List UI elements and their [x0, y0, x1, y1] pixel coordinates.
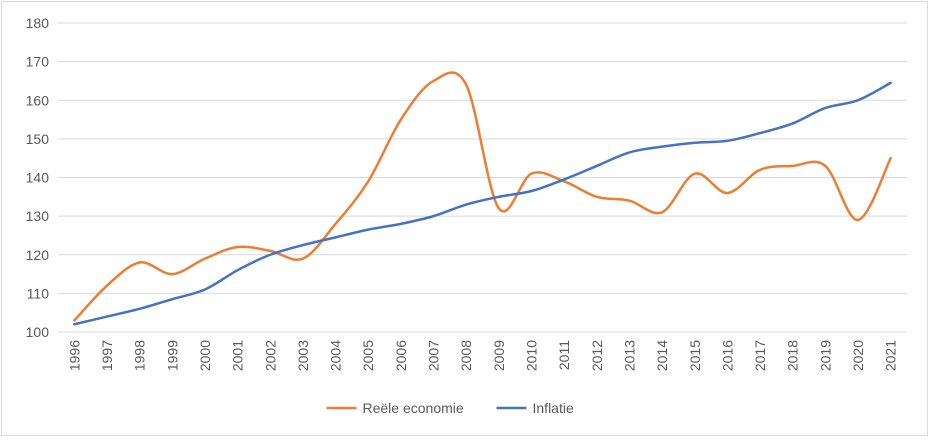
x-tick-label: 2009: [491, 340, 507, 371]
x-tick-label: 2007: [426, 340, 442, 371]
x-tick-label: 2015: [687, 340, 703, 371]
y-tick-label: 130: [26, 208, 50, 224]
x-tick-label: 2001: [230, 340, 246, 371]
x-tick-label: 2008: [458, 340, 474, 371]
x-tick-label: 2000: [197, 340, 213, 371]
y-tick-label: 120: [26, 247, 50, 263]
x-tick-label: 2002: [262, 340, 278, 371]
series-line-0: [73, 71, 892, 322]
x-tick-label: 2013: [621, 340, 637, 371]
y-tick-label: 140: [26, 170, 50, 186]
series-lines: [73, 71, 892, 326]
legend-label-0: Reële economie: [363, 400, 464, 416]
legend-label-1: Inflatie: [533, 400, 574, 416]
x-tick-label: 2003: [295, 340, 311, 371]
x-tick-label: 2017: [752, 340, 768, 371]
x-axis-tick-labels: 1996 1997 1998 1999 2000 2001 2002 2003 2004 2005…: [66, 340, 898, 371]
chart-frame: 100 110 120 130 140 150 160 170 180 1996 1997 1998…: [1, 1, 928, 436]
series-line-1: [73, 81, 892, 326]
y-tick-label: 100: [26, 324, 50, 340]
line-chart: 100 110 120 130 140 150 160 170 180 1996 1997 1998…: [26, 15, 907, 416]
y-tick-label: 150: [26, 131, 50, 147]
y-tick-label: 180: [26, 15, 50, 31]
legend: Reële economie Inflatie: [326, 400, 574, 416]
x-tick-label: 1997: [99, 340, 115, 371]
x-tick-label: 2005: [360, 340, 376, 371]
x-tick-label: 2018: [785, 340, 801, 371]
x-tick-label: 1996: [66, 340, 82, 371]
y-axis-tick-labels: 100 110 120 130 140 150 160 170 180: [26, 15, 50, 340]
x-tick-label: 1999: [164, 340, 180, 371]
x-tick-label: 2014: [654, 340, 670, 371]
x-tick-label: 2016: [719, 340, 735, 371]
x-tick-label: 2019: [817, 340, 833, 371]
x-tick-label: 2004: [328, 340, 344, 371]
x-tick-label: 2006: [393, 340, 409, 371]
x-tick-label: 2020: [850, 340, 866, 371]
x-tick-label: 2010: [523, 340, 539, 371]
x-tick-label: 2011: [556, 340, 572, 370]
x-tick-label: 1998: [132, 340, 148, 371]
grid-lines: [58, 22, 907, 333]
x-tick-label: 2021: [883, 340, 899, 371]
y-tick-label: 160: [26, 92, 50, 108]
y-tick-label: 110: [27, 285, 50, 301]
x-tick-label: 2012: [589, 340, 605, 371]
y-tick-label: 170: [26, 54, 50, 70]
